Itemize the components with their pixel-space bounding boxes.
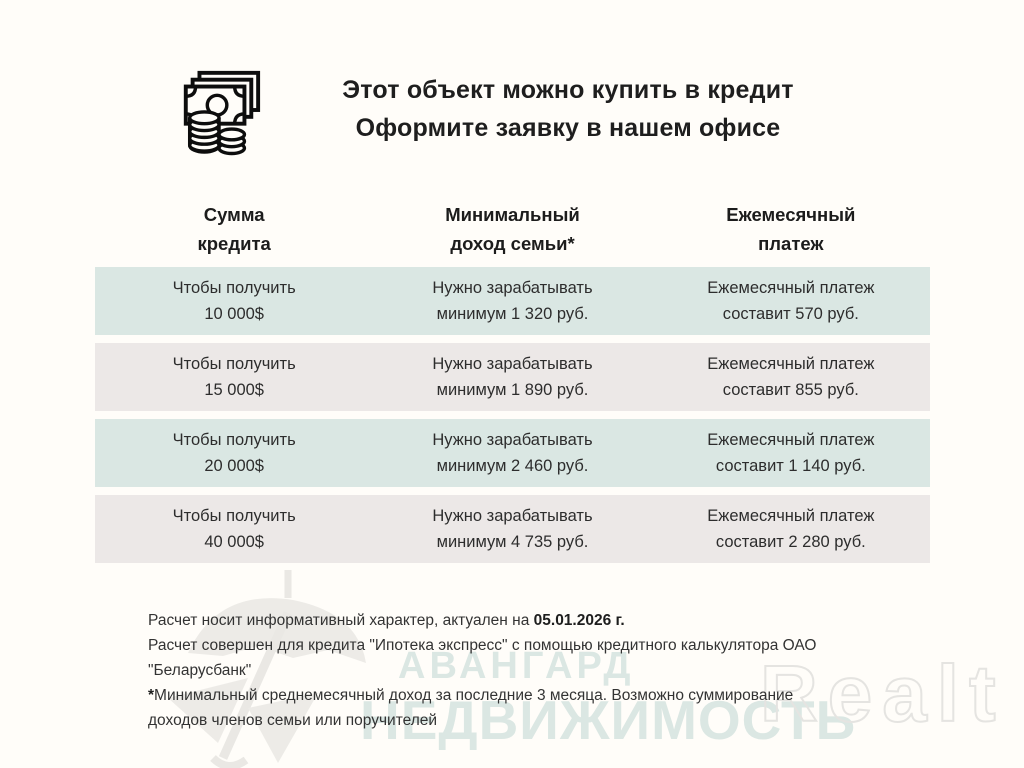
column-header-min-income: Минимальный доход семьи* [445, 204, 580, 254]
watermark-brand-line1: АВАНГАРД [398, 645, 635, 687]
note-calculator-line1: Расчет совершен для кредита "Ипотека экс… [148, 637, 817, 654]
disclaimer-notes: Расчет носит информативный характер, акт… [148, 608, 893, 733]
column-header-monthly-payment: Ежемесячный платеж [726, 204, 856, 254]
cell-loan-amount: Чтобы получить 15 000$ [172, 355, 296, 399]
credit-table-header: Сумма кредита Минимальный доход семьи* Е… [95, 200, 930, 258]
flyer-title: Этот объект можно купить в кредит Оформи… [280, 71, 856, 147]
table-row: Чтобы получить 40 000$ Нужно зарабатыват… [95, 495, 930, 563]
credit-table: Сумма кредита Минимальный доход семьи* Е… [95, 200, 930, 571]
cell-min-income: Нужно зарабатывать минимум 1 890 руб. [432, 355, 593, 399]
column-header-loan-amount: Сумма кредита [197, 204, 271, 254]
cell-min-income: Нужно зарабатывать минимум 2 460 руб. [432, 431, 593, 475]
cell-loan-amount: Чтобы получить 40 000$ [172, 507, 296, 551]
cell-monthly-payment: Ежемесячный платеж составит 570 руб. [707, 279, 875, 323]
agency-umbrella-watermark-icon [168, 570, 366, 768]
cell-loan-amount: Чтобы получить 20 000$ [172, 431, 296, 475]
note-income-line2: доходов членов семьи или поручителей [148, 712, 438, 729]
table-row: Чтобы получить 15 000$ Нужно зарабатыват… [95, 343, 930, 411]
watermark-brand-line2: НЕДВИЖИМОСТЬ [360, 689, 857, 751]
cell-loan-amount: Чтобы получить 10 000$ [172, 279, 296, 323]
watermark-realt: Realt [759, 648, 1006, 739]
title-line-2: Оформите заявку в нашем офисе [355, 114, 781, 142]
cell-min-income: Нужно зарабатывать минимум 4 735 руб. [432, 507, 593, 551]
cell-monthly-payment: Ежемесячный платеж составит 1 140 руб. [707, 431, 875, 475]
footnote-asterisk: * [148, 687, 155, 704]
table-row: Чтобы получить 10 000$ Нужно зарабатыват… [95, 267, 930, 335]
cell-monthly-payment: Ежемесячный платеж составит 2 280 руб. [707, 507, 875, 551]
validity-date: 05.01.2026 г. [533, 612, 625, 629]
title-line-1: Этот объект можно купить в кредит [342, 76, 794, 104]
cell-monthly-payment: Ежемесячный платеж составит 855 руб. [707, 355, 875, 399]
money-banknotes-coins-icon [183, 70, 261, 156]
cell-min-income: Нужно зарабатывать минимум 1 320 руб. [432, 279, 593, 323]
table-row: Чтобы получить 20 000$ Нужно зарабатыват… [95, 419, 930, 487]
note-calculator-line2: "Беларусбанк" [148, 662, 252, 679]
note-income-line1: *Минимальный среднемесячный доход за пос… [148, 687, 794, 704]
note-validity: Расчет носит информативный характер, акт… [148, 612, 625, 629]
